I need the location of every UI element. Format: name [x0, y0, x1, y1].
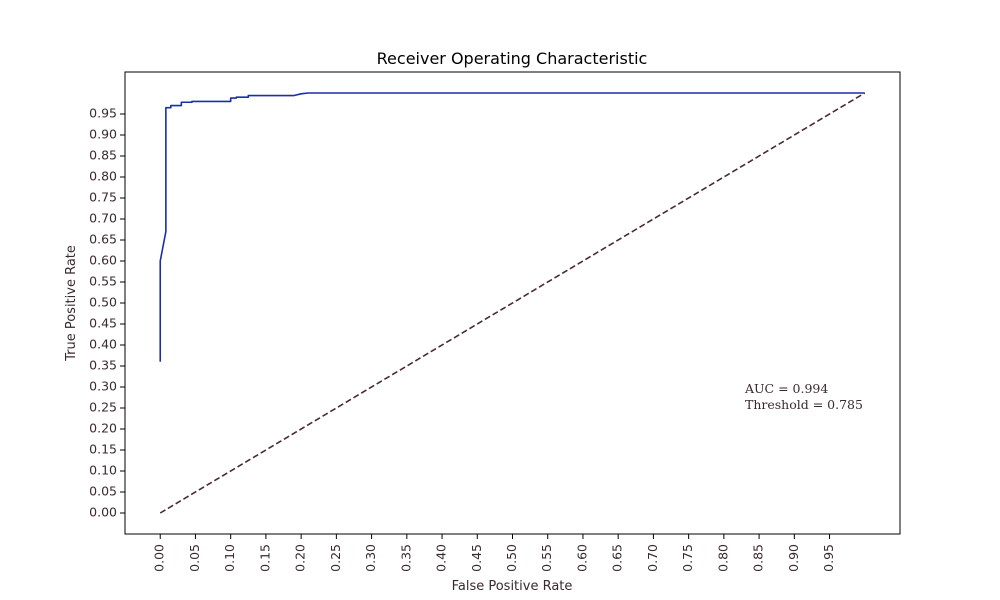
x-tick-label: 0.60 [574, 544, 589, 572]
series-layer [159, 92, 866, 514]
x-tick-label: 0.15 [257, 544, 272, 572]
y-tick-label: 0.05 [89, 484, 117, 499]
x-tick-label: 0.80 [715, 544, 730, 572]
y-axis-ticks: 0.00 0.05 0.10 0.15 0.20 0.25 0.30 0.35 0.40 0.45… [89, 106, 125, 520]
y-tick-label: 0.90 [89, 127, 117, 142]
y-tick-label: 0.15 [89, 442, 117, 457]
y-tick-label: 0.85 [89, 148, 117, 163]
y-tick-label: 0.95 [89, 106, 117, 121]
y-tick-label: 0.40 [89, 337, 117, 352]
x-tick-label: 0.75 [680, 544, 695, 572]
auc-annotation: AUC = 0.994 [744, 381, 828, 396]
y-tick-label: 0.50 [89, 295, 117, 310]
y-tick-label: 0.00 [89, 505, 117, 520]
y-tick-label: 0.35 [89, 358, 117, 373]
chart-title: Receiver Operating Characteristic [377, 49, 648, 68]
x-tick-label: 0.10 [222, 544, 237, 572]
chance-diagonal-line [159, 92, 866, 514]
x-tick-label: 0.95 [821, 544, 836, 572]
y-tick-label: 0.45 [89, 316, 117, 331]
x-tick-label: 0.90 [786, 544, 801, 572]
x-tick-label: 0.00 [152, 544, 167, 572]
y-tick-label: 0.80 [89, 169, 117, 184]
x-tick-label: 0.55 [539, 544, 554, 572]
x-tick-label: 0.25 [328, 544, 343, 572]
y-tick-label: 0.25 [89, 400, 117, 415]
x-axis-ticks: 0.00 0.05 0.10 0.15 0.20 0.25 0.30 0.35 0.40 0.45… [152, 534, 836, 572]
y-tick-label: 0.20 [89, 421, 117, 436]
y-tick-label: 0.55 [89, 274, 117, 289]
x-tick-label: 0.40 [434, 544, 449, 572]
x-tick-label: 0.05 [187, 544, 202, 572]
x-tick-label: 0.65 [610, 544, 625, 572]
threshold-annotation: Threshold = 0.785 [745, 397, 863, 412]
x-axis-label: False Positive Rate [452, 579, 573, 594]
x-tick-label: 0.85 [751, 544, 766, 572]
y-axis-label: True Positive Rate [64, 245, 79, 362]
y-tick-label: 0.75 [89, 190, 117, 205]
x-tick-label: 0.50 [504, 544, 519, 572]
y-tick-label: 0.30 [89, 379, 117, 394]
x-tick-label: 0.35 [398, 544, 413, 572]
roc-curve-line [159, 92, 865, 362]
x-tick-label: 0.30 [363, 544, 378, 572]
y-tick-label: 0.10 [89, 463, 117, 478]
y-tick-label: 0.70 [89, 211, 117, 226]
x-tick-label: 0.70 [645, 544, 660, 572]
y-tick-label: 0.60 [89, 253, 117, 268]
y-tick-label: 0.65 [89, 232, 117, 247]
x-tick-label: 0.20 [293, 544, 308, 572]
x-tick-label: 0.45 [469, 544, 484, 572]
